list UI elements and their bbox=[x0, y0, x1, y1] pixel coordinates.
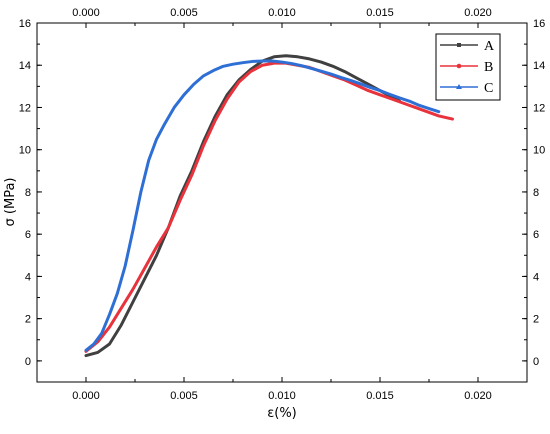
legend: ABC bbox=[435, 33, 501, 101]
series-line-c bbox=[84, 59, 441, 352]
x-tick-label: 0.000 bbox=[72, 390, 100, 402]
y-tick-label: 0 bbox=[25, 356, 31, 368]
legend-items: ABC bbox=[440, 39, 495, 96]
y-right-tick-label: 2 bbox=[533, 314, 539, 326]
y-tick-label: 8 bbox=[25, 187, 31, 199]
x-tick-label: 0.020 bbox=[464, 390, 492, 402]
y-tick-label: 16 bbox=[19, 18, 31, 30]
y-right-tick-label: 12 bbox=[533, 102, 545, 114]
x-tick-label: 0.010 bbox=[268, 390, 296, 402]
x-axis-bottom: 0.000 0.005 0.010 0.015 0.020 bbox=[36, 377, 528, 402]
y-right-tick-label: 14 bbox=[533, 60, 545, 72]
y-axis-right: 0 2 4 6 8 10 12 14 16 bbox=[522, 18, 545, 383]
legend-label: C bbox=[484, 81, 493, 96]
x-tick-label: 0.005 bbox=[170, 390, 198, 402]
x-top-tick-label: 0.000 bbox=[72, 7, 100, 19]
y-right-tick-label: 0 bbox=[533, 356, 539, 368]
x-tick-label: 0.015 bbox=[366, 390, 394, 402]
x-top-tick-label: 0.015 bbox=[366, 7, 394, 19]
y-tick-label: 10 bbox=[19, 145, 31, 157]
series-layer bbox=[84, 54, 455, 358]
y-right-tick-label: 10 bbox=[533, 145, 545, 157]
legend-marker-circle bbox=[456, 63, 462, 69]
x-top-tick-label: 0.005 bbox=[170, 7, 198, 19]
series-line-a bbox=[84, 54, 402, 358]
y-right-tick-label: 4 bbox=[533, 271, 539, 283]
legend-label: A bbox=[484, 39, 495, 54]
x-axis-top: 0.000 0.005 0.010 0.015 0.020 bbox=[36, 7, 528, 28]
x-top-tick-label: 0.010 bbox=[268, 7, 296, 19]
y-tick-label: 4 bbox=[25, 271, 31, 283]
series-line-b bbox=[84, 61, 455, 353]
y-tick-label: 14 bbox=[19, 60, 31, 72]
y-tick-label: 2 bbox=[25, 314, 31, 326]
legend-marker-triangle bbox=[456, 84, 462, 89]
legend-label: B bbox=[484, 60, 493, 75]
legend-marker-square bbox=[457, 43, 461, 47]
y-right-tick-label: 8 bbox=[533, 187, 539, 199]
x-top-tick-label: 0.020 bbox=[464, 7, 492, 19]
y-right-tick-label: 16 bbox=[533, 18, 545, 30]
y-right-tick-label: 6 bbox=[533, 229, 539, 241]
y-axis-left: 0 2 4 6 8 10 12 14 16 bbox=[19, 18, 42, 383]
y-tick-label: 6 bbox=[25, 229, 31, 241]
y-tick-label: 12 bbox=[19, 102, 31, 114]
y-axis-title: σ (MPa) bbox=[3, 178, 18, 227]
x-axis-title: ε(%) bbox=[267, 406, 297, 421]
